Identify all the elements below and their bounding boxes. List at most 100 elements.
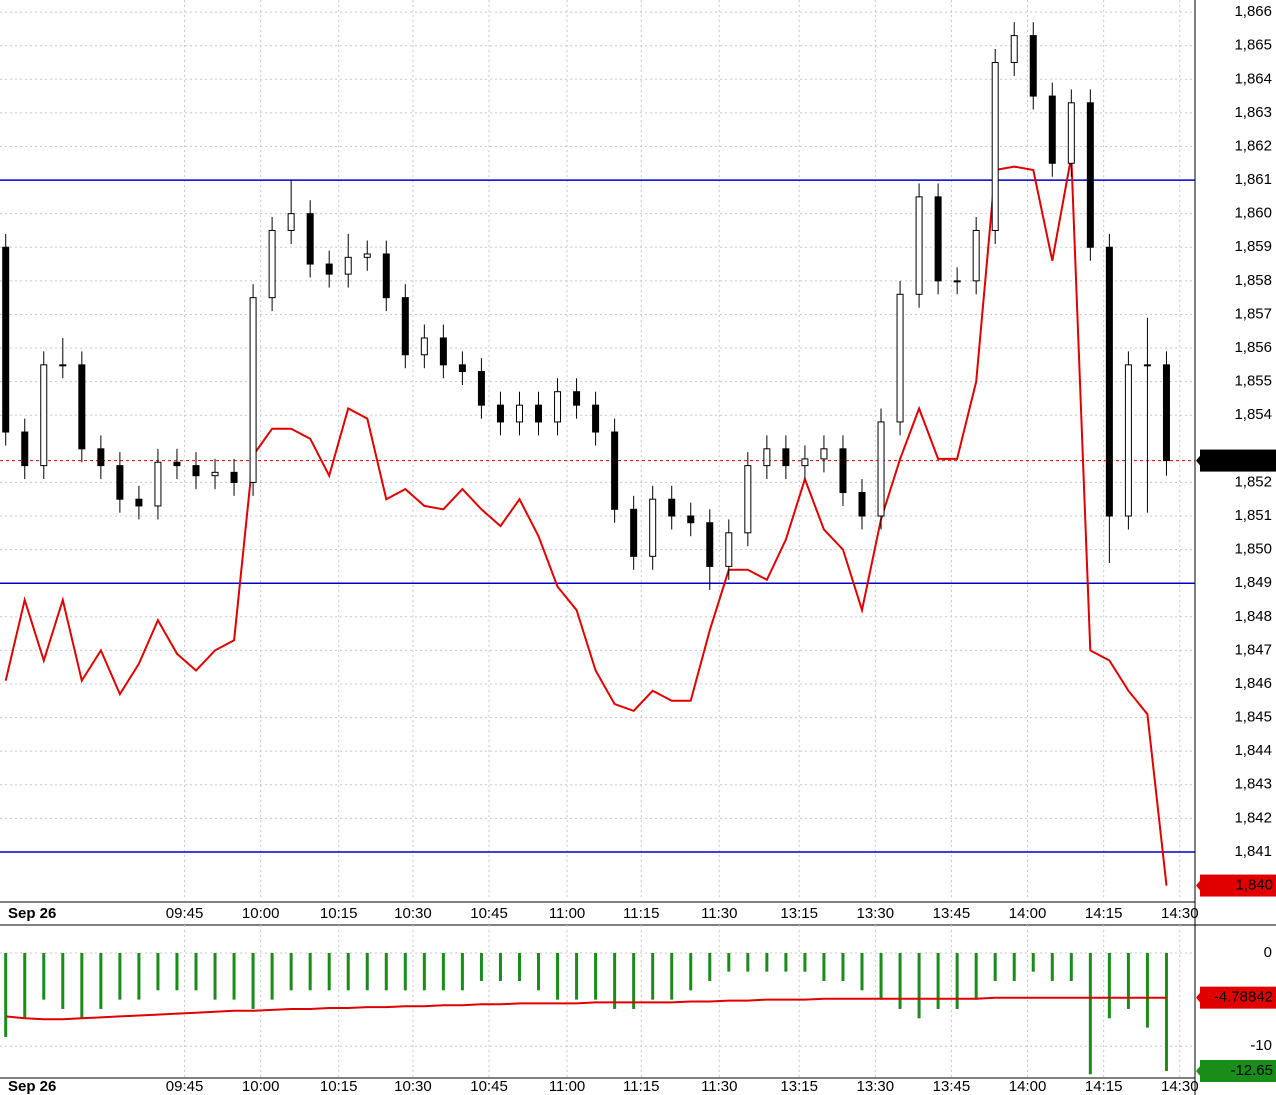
histogram-bar <box>251 952 255 1009</box>
candle-body <box>496 404 504 423</box>
histogram-bar <box>1145 952 1149 1028</box>
y-tick-label: 1,843 <box>1234 776 1272 793</box>
candle-body <box>287 213 295 231</box>
histogram-bar <box>879 952 883 1000</box>
x-tick-label: 10:45 <box>470 1078 508 1095</box>
candle-body <box>515 404 523 423</box>
candle-body <box>649 498 657 557</box>
candle-body <box>1029 35 1037 97</box>
candle-body <box>896 293 904 423</box>
candle-body <box>2 246 10 433</box>
candle-body <box>325 263 333 275</box>
x-tick-label: 13:15 <box>780 905 818 922</box>
candle-body <box>173 461 181 467</box>
histogram-bar <box>955 952 959 1009</box>
candle-body <box>687 515 695 524</box>
price-tag-label: 1,852.65 <box>1215 452 1273 469</box>
histogram-bar <box>974 952 978 1000</box>
candle-body <box>268 229 276 299</box>
candle-body <box>782 448 790 467</box>
candle-body <box>535 404 543 423</box>
candle-body <box>382 253 390 299</box>
x-tick-label: 14:15 <box>1085 1078 1123 1095</box>
candle-body <box>1067 102 1075 164</box>
candle-body <box>554 391 562 423</box>
candle-body <box>801 458 809 467</box>
candle-body <box>573 391 581 406</box>
candle-body <box>1105 246 1113 517</box>
x-tick-label: 11:00 <box>549 905 585 922</box>
candle-body <box>972 229 980 282</box>
x-date-label: Sep 26 <box>8 905 56 922</box>
histogram-bar <box>613 952 617 1009</box>
price-tag <box>1200 874 1276 897</box>
histogram-bar <box>479 952 483 981</box>
candle-body <box>420 337 428 356</box>
histogram-bar <box>594 952 598 1000</box>
candle-body <box>59 364 67 367</box>
x-tick-label: 11:15 <box>623 905 659 922</box>
candle-body <box>477 371 485 406</box>
histogram-bar <box>441 952 445 991</box>
histogram-bar <box>632 952 636 1009</box>
y-tick-label: 1,859 <box>1234 238 1272 255</box>
y-tick-label: 1,845 <box>1234 709 1272 726</box>
y-tick-label: 1,851 <box>1234 507 1272 524</box>
price-tag <box>1200 1060 1276 1083</box>
price-tag-label: -4.78842 <box>1214 989 1273 1006</box>
y-tick-label: 1,847 <box>1234 641 1272 658</box>
histogram-bar <box>556 952 560 1000</box>
histogram-bar <box>99 952 103 1009</box>
y-tick-label: 1,865 <box>1234 37 1272 54</box>
y-tick-label: 1,856 <box>1234 339 1272 356</box>
y-tick-label: 1,846 <box>1234 675 1272 692</box>
histogram-bar <box>194 952 198 991</box>
y-tick-label: 1,857 <box>1234 305 1272 322</box>
price-tag <box>1200 986 1276 1009</box>
histogram-bar <box>80 952 84 1019</box>
x-tick-label: 10:45 <box>470 905 508 922</box>
histogram-bar <box>1126 952 1130 1009</box>
x-tick-label: 10:30 <box>394 1078 432 1095</box>
histogram-bar <box>289 952 293 991</box>
histogram-bar <box>270 952 274 1000</box>
x-tick-label: 14:30 <box>1161 905 1199 922</box>
candle-body <box>135 498 143 507</box>
histogram-bar <box>213 952 217 1000</box>
x-tick-label: 09:45 <box>166 905 204 922</box>
candle-body <box>744 465 752 534</box>
y-tick-label: 1,862 <box>1234 137 1272 154</box>
candle-body <box>40 364 48 467</box>
candle-body <box>344 256 352 275</box>
histogram-bar <box>308 952 312 991</box>
histogram-bar <box>498 952 502 981</box>
histogram-bar <box>384 952 388 991</box>
histogram-bar <box>841 952 845 981</box>
candle-body <box>21 431 29 467</box>
candle-body <box>249 297 257 483</box>
x-date-label: Sep 26 <box>8 1078 56 1095</box>
x-tick-label: 13:15 <box>780 1078 818 1095</box>
candle-body <box>915 196 923 295</box>
histogram-bar <box>993 952 997 981</box>
x-tick-label: 13:45 <box>933 905 971 922</box>
histogram-bar <box>708 952 712 981</box>
price-tag-pointer <box>1196 1065 1201 1078</box>
histogram-bar <box>1050 952 1054 981</box>
histogram-bar <box>670 952 674 1000</box>
candle-body <box>934 196 942 282</box>
histogram-bar <box>403 952 407 991</box>
histogram-bar <box>118 952 122 1000</box>
x-tick-label: 10:00 <box>242 1078 280 1095</box>
candle-body <box>953 280 961 283</box>
price-tag-pointer <box>1196 991 1201 1004</box>
candle-body <box>592 404 600 433</box>
x-tick-label: 11:00 <box>549 1078 585 1095</box>
x-tick-label: 10:30 <box>394 905 432 922</box>
y-tick-label: -10 <box>1250 1037 1272 1054</box>
candle-body <box>877 421 885 517</box>
y-tick-label: 1,842 <box>1234 809 1272 826</box>
candle-body <box>858 491 866 517</box>
